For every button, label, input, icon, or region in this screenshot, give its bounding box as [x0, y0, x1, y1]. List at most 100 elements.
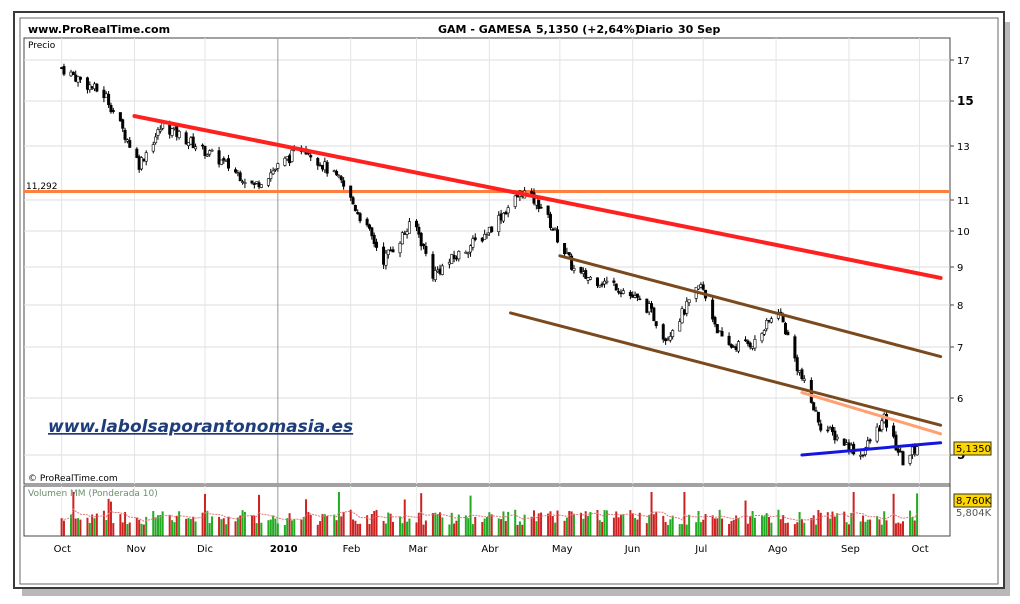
volume-bar: [359, 523, 362, 536]
candle-body: [687, 299, 691, 303]
candle-body: [62, 66, 66, 75]
volume-bar: [716, 518, 719, 536]
volume-bar: [556, 510, 559, 536]
volume-bar: [119, 514, 122, 536]
candle-body: [208, 150, 212, 155]
x-tick-label: Ago: [768, 544, 787, 555]
candle-body: [370, 227, 374, 237]
candle-body: [252, 183, 256, 185]
volume-bar: [587, 515, 590, 536]
candle-body: [398, 242, 402, 254]
candle-body: [699, 284, 703, 288]
candle-body: [156, 129, 160, 136]
volume-bar: [211, 516, 214, 536]
candle-body: [375, 241, 379, 248]
volume-bar: [269, 519, 272, 536]
candle-body: [697, 285, 701, 290]
candle-body: [69, 71, 73, 77]
candle-body: [356, 212, 360, 215]
candle-body: [285, 156, 289, 160]
candle-body: [600, 283, 604, 286]
volume-bar: [342, 512, 345, 536]
volume-bar: [471, 524, 474, 536]
candle-body: [78, 76, 82, 80]
candle-body: [335, 170, 339, 176]
volume-bar: [102, 510, 105, 536]
volume-bar: [612, 517, 615, 536]
candle-body: [351, 197, 355, 205]
price-change-label: 5,1350 (+2,64%): [536, 23, 640, 36]
candle-body: [612, 280, 616, 283]
volume-bar: [514, 509, 517, 536]
candle-body: [306, 152, 310, 155]
candle-body: [598, 284, 602, 288]
volume-bar: [718, 509, 721, 536]
volume-bar: [135, 517, 138, 536]
volume-bar: [469, 495, 472, 536]
volume-bar: [234, 521, 237, 536]
candle-body: [647, 303, 651, 313]
candle-body: [671, 330, 675, 337]
candle-body: [125, 139, 129, 142]
volume-bar: [293, 519, 296, 536]
volume-bar: [128, 522, 131, 536]
volume-box: [953, 493, 992, 508]
volume-bar: [565, 517, 568, 536]
volume-bar: [507, 511, 510, 536]
volume-bar: [225, 524, 228, 536]
candle-body: [633, 295, 637, 298]
candle-body: [513, 195, 517, 207]
volume-bar: [403, 499, 406, 536]
price-panel[interactable]: [23, 37, 951, 485]
volume-bar: [218, 516, 221, 536]
volume-bar: [909, 510, 912, 536]
volume-bar: [876, 515, 879, 536]
candle-body: [226, 158, 230, 169]
volume-bar: [389, 513, 392, 536]
volume-bar: [399, 516, 402, 536]
candle-body: [861, 454, 865, 457]
candle-body: [635, 293, 639, 298]
candle-body: [473, 237, 477, 240]
volume-bar: [354, 520, 357, 536]
candle-body: [650, 303, 654, 309]
volume-bar: [634, 517, 637, 536]
volume-bar: [95, 513, 98, 536]
candle-body: [744, 339, 748, 342]
volume-bar: [760, 516, 763, 536]
candle-body: [224, 160, 228, 162]
volume-bar: [481, 521, 484, 536]
site-label[interactable]: www.ProRealTime.com: [28, 23, 170, 36]
volume-bar: [260, 522, 263, 536]
candle-body: [760, 333, 764, 342]
volume-bar: [829, 518, 832, 536]
volume-bars-layer: [60, 492, 919, 536]
watermark-link[interactable]: www.labolsaporantonomasia.es: [48, 417, 353, 437]
volume-bar: [796, 522, 799, 536]
candle-body: [438, 268, 442, 274]
volume-bar: [721, 518, 724, 536]
volume-bar: [236, 517, 239, 536]
volume-bar: [669, 519, 672, 536]
volume-bar: [883, 511, 886, 536]
candle-body: [736, 341, 740, 352]
candle-body: [234, 169, 238, 173]
candle-body: [652, 307, 656, 322]
volume-bar: [817, 510, 820, 536]
volume-bar: [826, 512, 829, 536]
candle-body: [720, 330, 724, 337]
candle-body: [499, 213, 503, 221]
candle-body: [269, 172, 273, 179]
period-label: Diario: [636, 23, 674, 36]
candle-body: [175, 125, 179, 137]
y-tick-label: 13: [957, 142, 970, 153]
candle-body: [365, 218, 369, 226]
volume-bar: [321, 514, 324, 536]
volume-bar: [436, 514, 439, 536]
volume-bar: [666, 524, 669, 536]
volume-bar: [424, 520, 427, 536]
candle-body: [563, 243, 567, 255]
candle-body: [144, 152, 148, 162]
volume-bar: [467, 518, 470, 536]
